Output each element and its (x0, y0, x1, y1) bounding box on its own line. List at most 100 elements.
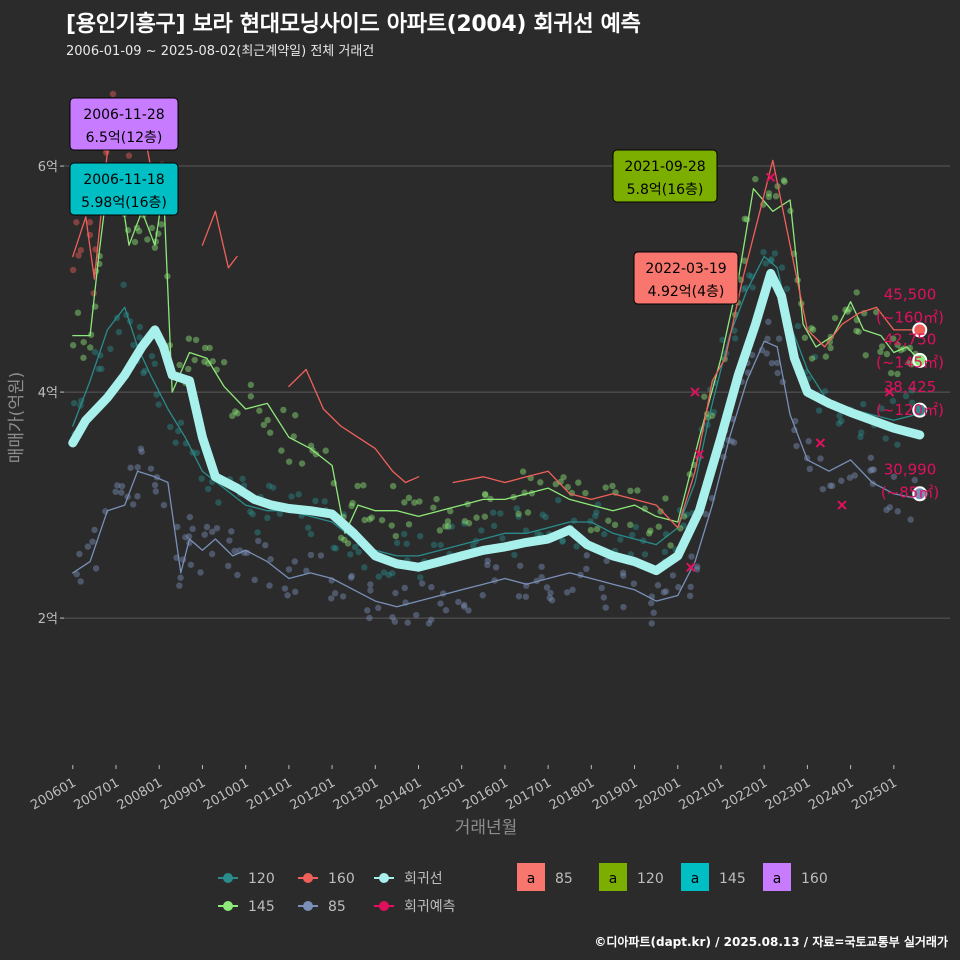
scatter-point (648, 599, 655, 607)
forecast-marks: 45,500 (~160㎡) 42,750 (~145㎡) 38,425 (~120㎡) 3… (686, 172, 944, 572)
scatter-point (860, 400, 867, 408)
grid-lines (62, 165, 950, 619)
scatter-point (151, 481, 159, 489)
x-axis-title: 거래년월 (455, 818, 518, 838)
legend-line-label: 85 (328, 899, 346, 915)
scatter-point (573, 543, 580, 550)
scatter-point (378, 516, 386, 524)
scatter-point (361, 516, 368, 524)
callout-price: 5.98억(16층) (81, 195, 167, 211)
scatter-point (600, 594, 608, 601)
scatter-point (838, 417, 845, 425)
scatter-point (197, 569, 204, 576)
scatter-point (393, 539, 401, 547)
legend-label-key (681, 863, 709, 891)
scatter-point (768, 359, 776, 367)
scatter-point (247, 508, 254, 515)
series-line-160 (201, 210, 238, 269)
scatter-point (281, 585, 289, 592)
scatter-point (461, 601, 468, 609)
scatter-point (882, 435, 889, 442)
scatter-point (75, 252, 82, 259)
scatter-point (853, 289, 860, 296)
scatter-point (141, 367, 148, 375)
x-tick-label: 202201 (720, 775, 770, 813)
scatter-point (317, 552, 325, 559)
scatter-point (559, 538, 566, 545)
scatter-point (192, 336, 200, 344)
forecast-cross (884, 387, 895, 397)
scatter-point (811, 353, 819, 361)
scatter-point (185, 365, 192, 373)
scatter-point (209, 528, 216, 535)
y-tick-label: 4억 (38, 386, 58, 401)
scatter-point (347, 574, 355, 581)
scatter-point (404, 619, 411, 626)
forecast-marker (912, 486, 928, 502)
forecast-cross (765, 172, 776, 183)
scatter-point (851, 472, 858, 479)
scatter-point (285, 566, 293, 573)
legend-line-label: 145 (248, 899, 275, 915)
scatter-point (465, 520, 473, 527)
scatter-point (484, 557, 491, 565)
scatter-point (411, 499, 418, 506)
scatter-point (654, 582, 662, 589)
scatter-point (348, 572, 355, 580)
scatter-point (563, 589, 571, 596)
scatter-point (254, 529, 261, 536)
scatter-point (902, 392, 910, 400)
scatter-point (215, 499, 222, 506)
scatter-point (645, 530, 653, 537)
scatter-point (366, 614, 373, 622)
scatter-point (894, 441, 901, 448)
x-tick-label: 202101 (676, 775, 726, 813)
series-line-145 (72, 167, 921, 534)
scatter-point (147, 465, 155, 472)
scatter-point (809, 326, 817, 333)
scatter-point (367, 581, 374, 588)
scatter-point (583, 565, 590, 573)
x-tick-label: 202501 (849, 775, 899, 813)
scatter-point (662, 588, 670, 595)
scatter-point (911, 476, 918, 484)
callout-date: 2006-11-28 (83, 107, 164, 123)
scatter-point (298, 460, 306, 467)
scatter-point (239, 475, 246, 483)
scatter-point (417, 574, 424, 581)
scatter-point (542, 513, 549, 521)
x-tick-label: 202301 (763, 775, 813, 813)
scatter-point (516, 562, 524, 569)
scatter-point (266, 582, 273, 589)
scatter-point (136, 323, 144, 331)
scatter-point (151, 360, 158, 367)
scatter-point (167, 423, 174, 431)
scatter-point (675, 583, 682, 591)
scatter-point (118, 489, 125, 496)
scatter-point (209, 358, 216, 365)
scatter-point (524, 509, 532, 516)
scatter-point (172, 439, 179, 446)
scatter-point (907, 516, 914, 523)
scatter-point (322, 447, 329, 454)
scatter-point (118, 482, 126, 490)
scatter-point (538, 563, 545, 570)
forecast-marker (912, 352, 928, 368)
scatter-point (775, 335, 783, 342)
scatter-point (710, 409, 718, 416)
scatter-point (838, 477, 845, 484)
scatter-point (69, 266, 77, 274)
legend-label-glyph: a (609, 871, 618, 887)
scatter-point (127, 464, 134, 471)
chart-subtitle: 2006-01-09 ~ 2025-08-02(최근계약일) 전체 거래건 (66, 44, 375, 59)
scatter-point (70, 399, 78, 407)
scatter-point (634, 487, 641, 494)
scatter-point (276, 510, 284, 517)
scatter-point (328, 595, 335, 602)
scatter-point (906, 344, 914, 352)
series-line-160 (452, 159, 921, 529)
series-line-85 (72, 340, 917, 608)
scatter-point (347, 551, 354, 558)
scatter-point (95, 365, 102, 373)
scatter-point (391, 618, 399, 625)
